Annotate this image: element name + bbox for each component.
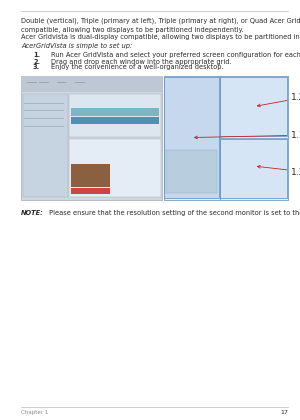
- Text: Chapter 1: Chapter 1: [21, 410, 48, 415]
- Text: Drag and drop each window into the appropriate grid.: Drag and drop each window into the appro…: [51, 59, 232, 65]
- Text: Acer Gridvista is dual-display compatible, allowing two displays to be partition: Acer Gridvista is dual-display compatibl…: [21, 34, 300, 39]
- Text: NOTE:: NOTE:: [21, 210, 44, 216]
- Bar: [22, 94, 68, 197]
- Bar: [70, 117, 159, 124]
- Text: Double (vertical), Triple (primary at left), Triple (primary at right), or Quad : Double (vertical), Triple (primary at le…: [21, 18, 300, 33]
- Bar: [70, 108, 159, 116]
- Text: 17: 17: [280, 410, 288, 415]
- Bar: [69, 94, 160, 137]
- Bar: [69, 139, 160, 197]
- Bar: [70, 188, 110, 194]
- Bar: [70, 164, 110, 187]
- Text: 2.: 2.: [33, 59, 40, 65]
- Bar: [21, 76, 162, 200]
- Bar: [21, 76, 162, 92]
- Bar: [220, 139, 287, 198]
- Bar: [164, 77, 219, 198]
- Text: 3.: 3.: [33, 64, 40, 70]
- Text: Please ensure that the resolution setting of the second monitor is set to the ma: Please ensure that the resolution settin…: [46, 210, 300, 216]
- Bar: [166, 150, 217, 193]
- Text: Enjoy the convenience of a well-organized desktop.: Enjoy the convenience of a well-organize…: [51, 64, 224, 70]
- Text: 1.: 1.: [33, 52, 40, 58]
- Text: Run Acer GridVista and select your preferred screen configuration for each displ: Run Acer GridVista and select your prefe…: [51, 52, 300, 58]
- Text: 1.1: 1.1: [291, 131, 300, 140]
- Bar: [220, 77, 287, 136]
- Text: AcerGridVista is simple to set up:: AcerGridVista is simple to set up:: [21, 43, 132, 49]
- Bar: [164, 76, 288, 200]
- Text: 1.3: 1.3: [291, 168, 300, 177]
- Text: 1.2: 1.2: [291, 93, 300, 102]
